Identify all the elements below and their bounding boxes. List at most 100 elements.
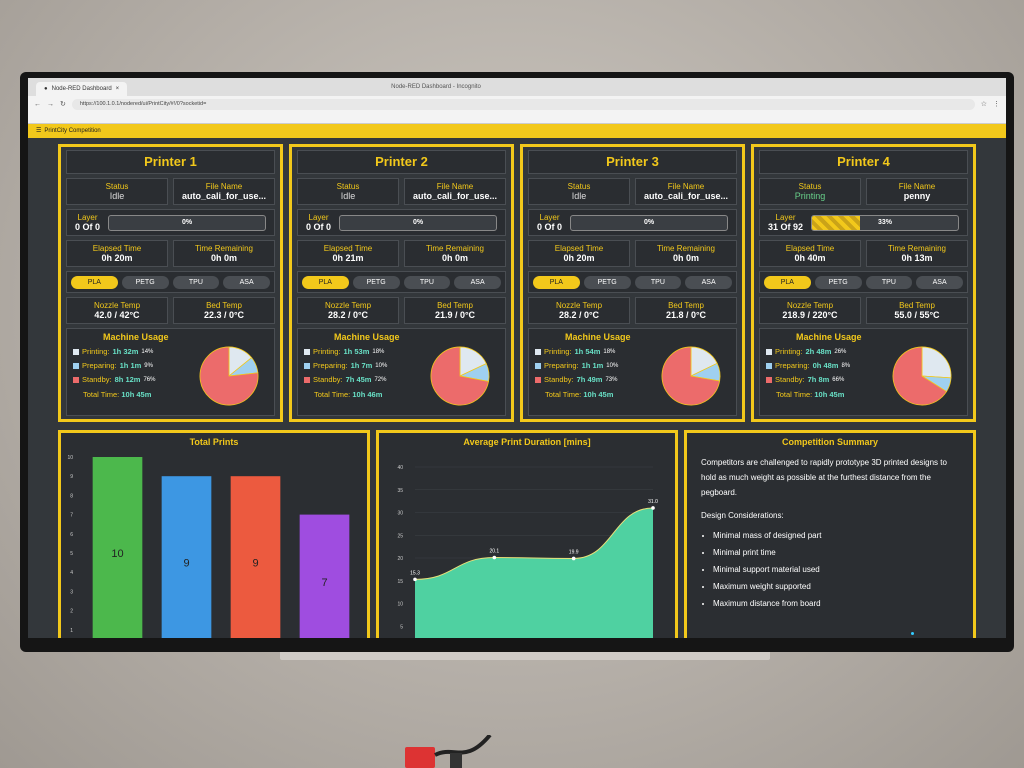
file-cell: File Name penny (866, 178, 968, 205)
status-value: Idle (340, 191, 356, 201)
bed-value: 22.3 / 0°C (203, 310, 245, 320)
y-tick-label: 7 (70, 513, 73, 519)
back-icon[interactable]: ← (34, 100, 41, 108)
forward-icon[interactable]: → (47, 100, 54, 108)
total-prints-panel: Total Prints 1 2 3 4 5 6 7 8 9 10 10 9 9 7 (58, 430, 370, 638)
elapsed-label: Elapsed Time (92, 244, 142, 253)
usage-printing-time: 1h 32m (112, 347, 139, 356)
usage-standby-row: Standby: 7h 8m 66% (766, 375, 961, 384)
usage-title: Machine Usage (565, 332, 631, 342)
layer-cell: Layer 0 Of 0 0% (528, 209, 737, 236)
filament-tpu-button[interactable]: TPU (634, 275, 682, 289)
duration-line (414, 507, 654, 580)
legend-printing-swatch (73, 348, 79, 355)
layer-value: 31 Of 92 (768, 222, 804, 232)
elapsed-label: Elapsed Time (785, 244, 835, 253)
elapsed-label: Elapsed Time (554, 244, 604, 253)
nozzle-value: 218.9 / 220°C (782, 310, 838, 320)
reload-icon[interactable]: ↻ (60, 101, 66, 108)
usage-standby-pct: 73% (605, 376, 618, 383)
status-value: Printing (794, 191, 826, 201)
usage-printing-pct: 18% (372, 348, 385, 355)
legend-printing-swatch (766, 348, 772, 355)
legend-standby-swatch (766, 376, 772, 383)
filament-petg-button[interactable]: PETG (352, 275, 400, 289)
filament-tpu-button[interactable]: TPU (403, 275, 451, 289)
status-value: Idle (571, 191, 587, 201)
printer-card-1: Printer 1 Status Idle File Name auto_cal… (58, 144, 283, 422)
tab-close-icon[interactable]: × (115, 86, 120, 92)
elapsed-cell: Elapsed Time 0h 21m (297, 240, 399, 267)
filament-petg-button[interactable]: PETG (814, 275, 862, 289)
filament-tpu-button[interactable]: TPU (172, 275, 220, 289)
remaining-value: 0h 13m (901, 253, 933, 263)
usage-preparing-label: Preparing: (544, 361, 579, 370)
filament-asa-button[interactable]: ASA (223, 275, 270, 289)
progress-label: 33% (878, 218, 893, 226)
bottom-panels: Total Prints 1 2 3 4 5 6 7 8 9 10 10 9 9 7 Average Pr… (58, 430, 976, 638)
usage-printing-row: Printing: 1h 53m 18% (304, 347, 499, 356)
address-bar[interactable]: https://100.1.0.1/nodered/ui/PrintCity/#… (71, 98, 975, 110)
y-tick-label: 10 (397, 602, 403, 608)
filament-selector: PLA PETG TPU ASA (528, 271, 737, 293)
remaining-cell: Time Remaining 0h 13m (866, 240, 968, 267)
status-label: Status (336, 182, 360, 191)
usage-standby-row: Standby: 8h 12m 76% (73, 375, 268, 384)
printer-card-4: Printer 4 Status Printing File Name penn… (751, 144, 976, 422)
data-point (492, 555, 497, 560)
status-value: Idle (109, 191, 125, 201)
usage-standby-time: 7h 8m (807, 375, 830, 384)
usage-preparing-label: Preparing: (313, 361, 348, 370)
browser-tab[interactable]: ● Node-RED Dashboard × (36, 82, 128, 96)
usage-preparing-pct: 9% (144, 362, 153, 369)
printer-grid: Printer 1 Status Idle File Name auto_cal… (58, 144, 976, 422)
filament-pla-button[interactable]: PLA (533, 275, 580, 289)
usage-printing-time: 1h 54m (574, 347, 601, 356)
nozzle-value: 28.2 / 0°C (327, 310, 369, 320)
status-label: Status (105, 182, 129, 191)
usage-pie-chart (892, 346, 952, 406)
filament-asa-button[interactable]: ASA (454, 275, 501, 289)
filament-pla-button[interactable]: PLA (764, 275, 811, 289)
usage-preparing-label: Preparing: (775, 361, 810, 370)
nozzle-label: Nozzle Temp (555, 301, 603, 310)
star-icon[interactable]: ☆ (980, 101, 987, 108)
usage-pie-chart (199, 346, 259, 406)
usage-total-label: Total Time: (776, 390, 813, 399)
filament-asa-button[interactable]: ASA (916, 275, 963, 289)
printer-title: Printer 1 (66, 150, 275, 174)
usage-printing-row: Printing: 1h 54m 18% (535, 347, 730, 356)
usage-standby-label: Standby: (775, 375, 805, 384)
usage-printing-label: Printing: (313, 347, 341, 356)
progress-bar: 0% (108, 214, 266, 231)
menu-icon[interactable]: ⋮ (993, 101, 1000, 108)
filament-pla-button[interactable]: PLA (302, 275, 349, 289)
pie-slice-standby (199, 346, 259, 406)
usage-title: Machine Usage (103, 332, 169, 342)
layer-label: Layer (308, 213, 329, 222)
filament-pla-button[interactable]: PLA (71, 275, 118, 289)
usage-total-row: Total Time: 10h 45m (776, 390, 961, 399)
remaining-label: Time Remaining (888, 244, 946, 253)
filament-asa-button[interactable]: ASA (685, 275, 732, 289)
nozzle-value: 42.0 / 42°C (94, 310, 140, 320)
considerations-list: Minimal mass of designed partMinimal pri… (713, 527, 959, 612)
hamburger-menu-icon[interactable]: ☰ (36, 128, 42, 134)
screen: ● Node-RED Dashboard × Node-RED Dashboar… (28, 78, 1006, 638)
dashboard: Printer 1 Status Idle File Name auto_cal… (28, 140, 1006, 638)
filament-petg-button[interactable]: PETG (121, 275, 169, 289)
machine-usage: Machine Usage Printing: 2h 48m 26% Prepa… (759, 328, 968, 416)
filament-petg-button[interactable]: PETG (583, 275, 631, 289)
layer-cell: Layer 0 Of 0 0% (297, 209, 506, 236)
window-title: Node-RED Dashboard - Incognito (391, 84, 481, 90)
usage-printing-label: Printing: (82, 347, 110, 356)
usage-total-row: Total Time: 10h 46m (314, 390, 499, 399)
pie-slice-standby (892, 346, 948, 406)
usage-standby-time: 7h 49m (576, 375, 603, 384)
filament-tpu-button[interactable]: TPU (865, 275, 913, 289)
file-label: File Name (898, 182, 936, 191)
usage-standby-time: 7h 45m (345, 375, 372, 384)
remaining-value: 0h 0m (672, 253, 699, 263)
machine-usage: Machine Usage Printing: 1h 32m 14% Prepa… (66, 328, 275, 416)
pie-slice-standby (661, 346, 721, 406)
